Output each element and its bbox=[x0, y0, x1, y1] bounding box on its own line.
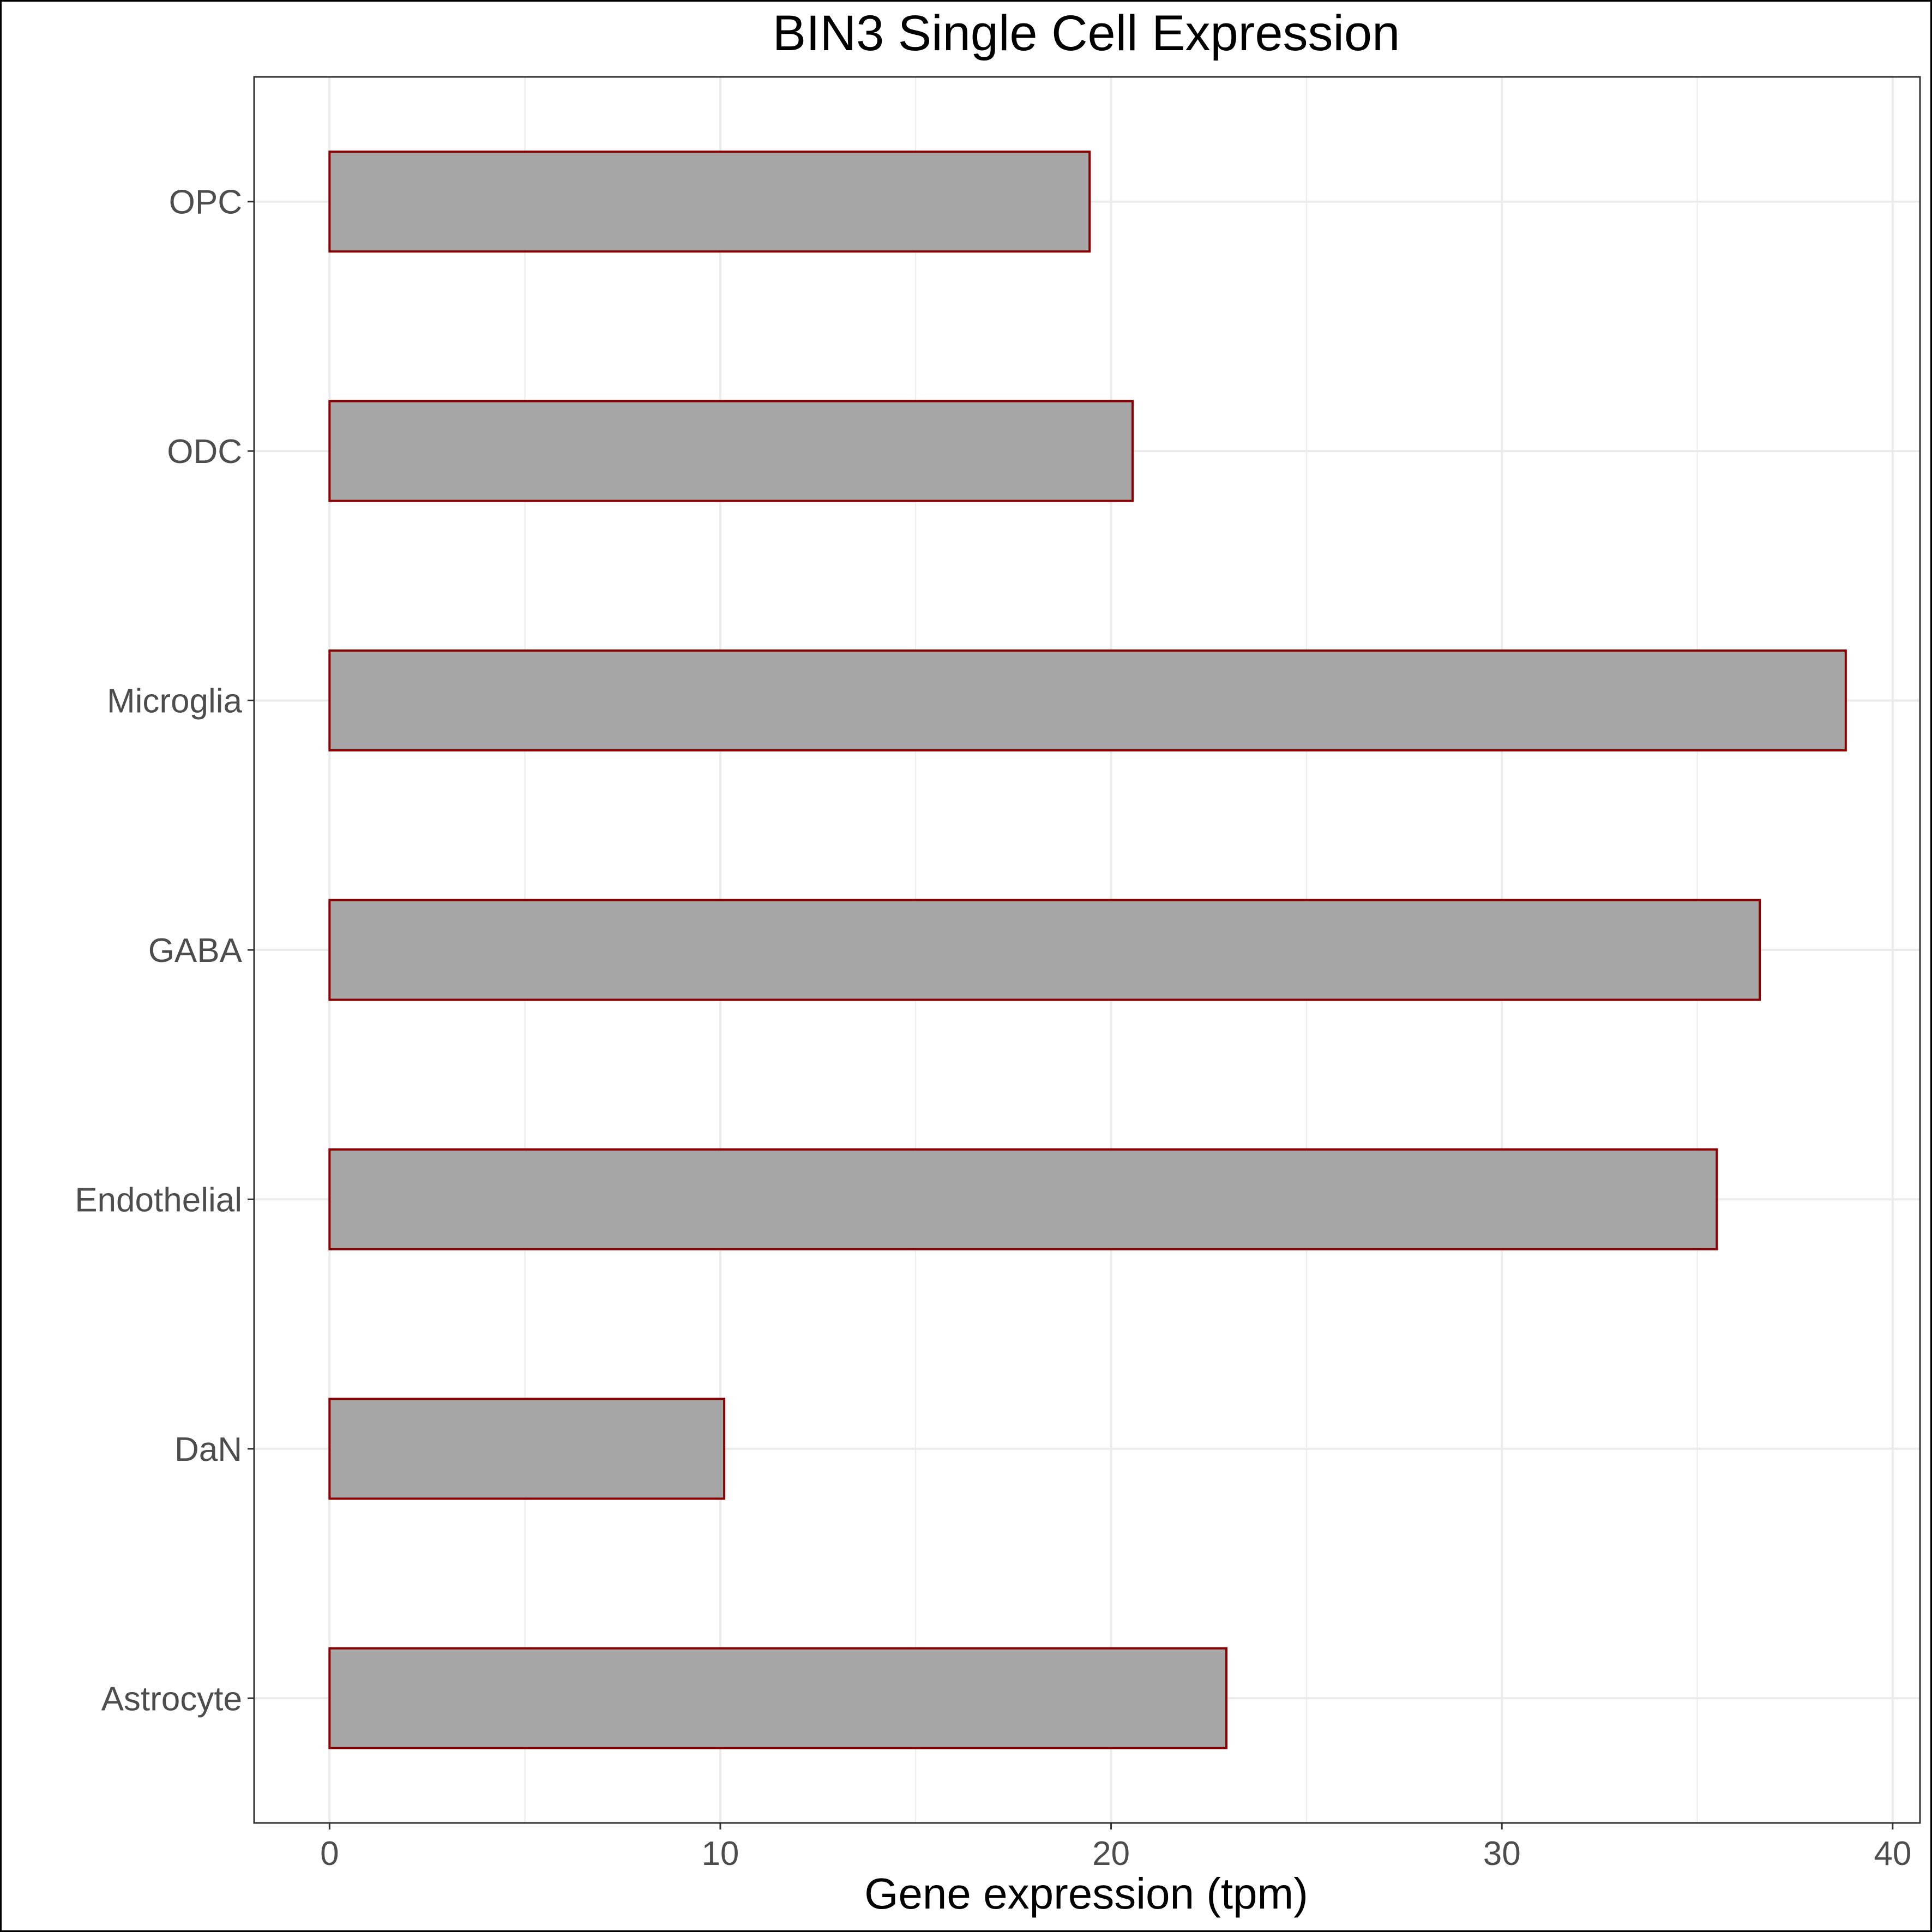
bars bbox=[328, 151, 1847, 1749]
y-tick-label: OPC bbox=[169, 184, 242, 221]
x-tick-label: 0 bbox=[320, 1835, 339, 1873]
y-axis: Astrocyte DaN Endothelial GABA Microglia ODC O… bbox=[75, 184, 254, 1718]
bar-dan bbox=[328, 1398, 726, 1500]
x-tick-label: 30 bbox=[1483, 1835, 1521, 1873]
bar-microglia bbox=[328, 649, 1847, 752]
y-tick-label: Astrocyte bbox=[101, 1680, 242, 1718]
y-tick-label: GABA bbox=[148, 932, 243, 970]
bar-gaba bbox=[328, 899, 1761, 1001]
chart-title: BIN3 Single Cell Expression bbox=[773, 5, 1400, 61]
x-tick-label: 40 bbox=[1874, 1835, 1911, 1873]
bar-odc bbox=[328, 400, 1134, 502]
y-tick-label: ODC bbox=[167, 433, 242, 471]
x-tick-label: 20 bbox=[1092, 1835, 1130, 1873]
x-tick-label: 10 bbox=[701, 1835, 739, 1873]
y-tick-label: Endothelial bbox=[75, 1181, 242, 1219]
bar-endothelial bbox=[328, 1148, 1718, 1250]
y-tick-label: Microglia bbox=[107, 683, 243, 720]
bar-astrocyte bbox=[328, 1647, 1227, 1749]
bar-opc bbox=[328, 151, 1091, 253]
x-axis-title: Gene expression (tpm) bbox=[864, 1869, 1308, 1918]
y-tick-label: DaN bbox=[174, 1431, 242, 1468]
x-axis: 0 10 20 30 40 bbox=[320, 1823, 1911, 1873]
